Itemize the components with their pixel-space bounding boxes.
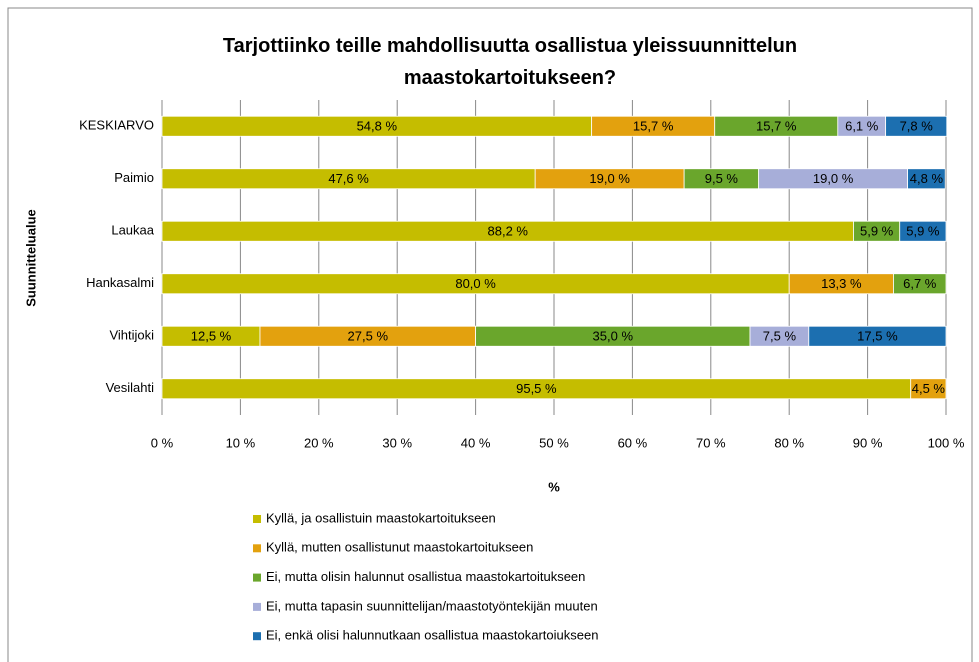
data-label: 12,5 %	[191, 329, 232, 344]
bar-segment	[893, 273, 947, 295]
x-tick-label: 70 %	[696, 435, 726, 450]
legend-swatch	[253, 632, 261, 641]
data-label: 17,5 %	[857, 329, 898, 344]
y-tick-label: KESKIARVO	[79, 118, 154, 133]
data-label: 5,9 %	[906, 224, 940, 239]
legend-label: Kyllä, ja osallistuin maastokartoituksee…	[266, 510, 496, 525]
data-label: 27,5 %	[348, 329, 389, 344]
y-tick-label: Vesilahti	[106, 380, 155, 395]
legend-swatch	[253, 602, 261, 611]
y-tick-label: Vihtijoki	[109, 328, 154, 343]
x-tick-label: 60 %	[618, 435, 648, 450]
x-tick-label: 80 %	[774, 435, 804, 450]
data-label: 95,5 %	[516, 381, 557, 396]
legend-label: Ei, enkä olisi halunnutkaan osallistua m…	[266, 628, 598, 643]
data-label: 4,5 %	[912, 381, 946, 396]
x-tick-label: 30 %	[382, 435, 412, 450]
data-label: 88,2 %	[488, 224, 529, 239]
bar-segment	[899, 220, 947, 242]
legend-swatch	[253, 573, 261, 582]
data-label: 13,3 %	[821, 276, 862, 291]
legend-label: Ei, mutta tapasin suunnittelijan/maastot…	[266, 598, 598, 613]
legend-label: Kyllä, mutten osallistunut maastokartoit…	[266, 540, 533, 555]
data-label: 47,6 %	[328, 171, 369, 186]
bar-segment	[885, 115, 948, 137]
legend-swatch	[253, 544, 261, 553]
legend-label: Ei, mutta olisin halunnut osallistua maa…	[266, 569, 585, 584]
data-label: 7,8 %	[900, 119, 934, 134]
data-label: 19,0 %	[813, 171, 854, 186]
x-tick-label: 0 %	[151, 435, 174, 450]
y-tick-label: Paimio	[114, 170, 154, 185]
data-label: 4,8 %	[910, 171, 944, 186]
y-tick-label: Hankasalmi	[86, 275, 154, 290]
x-tick-label: 10 %	[226, 435, 256, 450]
y-axis-label: Suunnittelualue	[23, 209, 38, 307]
data-label: 9,5 %	[705, 171, 739, 186]
x-tick-label: 50 %	[539, 435, 569, 450]
data-label: 5,9 %	[860, 224, 894, 239]
x-tick-label: 20 %	[304, 435, 334, 450]
data-label: 6,7 %	[903, 276, 937, 291]
bar-segment	[808, 325, 947, 347]
data-label: 15,7 %	[756, 119, 797, 134]
x-tick-label: 100 %	[928, 435, 965, 450]
data-label: 7,5 %	[763, 329, 797, 344]
data-label: 80,0 %	[455, 276, 496, 291]
x-axis-label: %	[548, 479, 560, 494]
data-label: 6,1 %	[845, 119, 879, 134]
data-label: 15,7 %	[633, 119, 674, 134]
chart-title: Tarjottiinko teille mahdollisuutta osall…	[222, 35, 798, 89]
x-tick-label: 90 %	[853, 435, 883, 450]
data-label: 54,8 %	[357, 119, 398, 134]
data-label: 35,0 %	[593, 329, 634, 344]
legend-swatch	[253, 515, 261, 523]
y-tick-label: Laukaa	[111, 223, 154, 238]
bar-segment	[907, 168, 946, 190]
bar-segment	[910, 378, 947, 400]
data-label: 19,0 %	[589, 171, 630, 186]
x-tick-label: 40 %	[461, 435, 491, 450]
